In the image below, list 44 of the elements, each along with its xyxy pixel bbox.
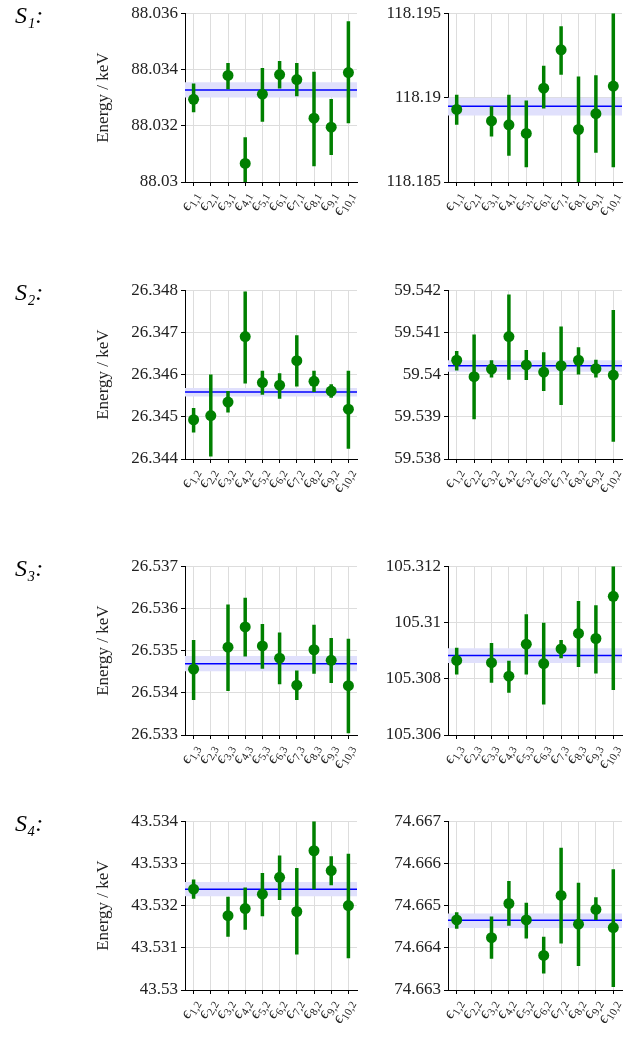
y-tick-label: 59.542 xyxy=(394,279,441,299)
y-tick-label: 88.032 xyxy=(131,115,178,135)
y-tick-label: 105.312 xyxy=(385,555,441,575)
y-tick-label: 26.533 xyxy=(131,724,178,744)
y-tick-label: 26.536 xyxy=(131,597,178,617)
y-tick-label: 43.531 xyxy=(131,937,178,957)
y-tick-label: 43.53 xyxy=(139,979,178,999)
y-tick-label: 105.31 xyxy=(394,611,441,631)
y-tick-label: 118.185 xyxy=(386,171,441,191)
y-tick-label: 26.537 xyxy=(131,555,179,575)
y-tick-label: 59.538 xyxy=(394,448,441,468)
y-tick-label: 26.346 xyxy=(131,364,178,384)
y-tick-label: 74.667 xyxy=(394,810,442,830)
y-axis-title: Energy / keV xyxy=(92,859,112,951)
chart-title: S₂: xyxy=(15,279,44,306)
y-tick-label: 26.347 xyxy=(131,321,179,341)
y-tick-label: 88.03 xyxy=(139,171,178,191)
y-tick-label: 59.541 xyxy=(394,321,441,341)
y-tick-label: 88.036 xyxy=(131,2,178,22)
y-tick-label: 26.344 xyxy=(131,448,179,468)
chart-title: S₄: xyxy=(15,810,44,837)
y-tick-label: 74.664 xyxy=(394,937,442,957)
y-tick-label: 118.19 xyxy=(394,87,441,107)
y-axis-title: Energy / keV xyxy=(92,51,112,143)
y-tick-label: 43.534 xyxy=(131,810,179,830)
y-axis-title: Energy / keV xyxy=(92,328,112,420)
y-tick-label: 59.539 xyxy=(394,406,441,426)
chart-title: S₁: xyxy=(15,2,44,29)
y-tick-label: 118.195 xyxy=(386,2,441,22)
y-tick-label: 74.663 xyxy=(394,979,441,999)
y-tick-label: 74.666 xyxy=(394,852,441,872)
y-axis-title: Energy / keV xyxy=(92,604,112,696)
y-tick-label: 105.308 xyxy=(385,668,441,688)
y-tick-label: 26.534 xyxy=(131,682,179,702)
y-tick-label: 26.348 xyxy=(131,279,178,299)
y-tick-label: 26.535 xyxy=(131,640,178,660)
y-tick-label: 59.54 xyxy=(402,364,442,384)
chart-title: S₃: xyxy=(15,555,44,582)
y-tick-label: 26.345 xyxy=(131,406,178,426)
y-tick-label: 74.665 xyxy=(394,895,441,915)
y-tick-label: 43.532 xyxy=(131,895,178,915)
y-tick-label: 43.533 xyxy=(131,852,178,872)
y-tick-label: 105.306 xyxy=(385,724,441,744)
y-tick-label: 88.034 xyxy=(131,58,179,78)
